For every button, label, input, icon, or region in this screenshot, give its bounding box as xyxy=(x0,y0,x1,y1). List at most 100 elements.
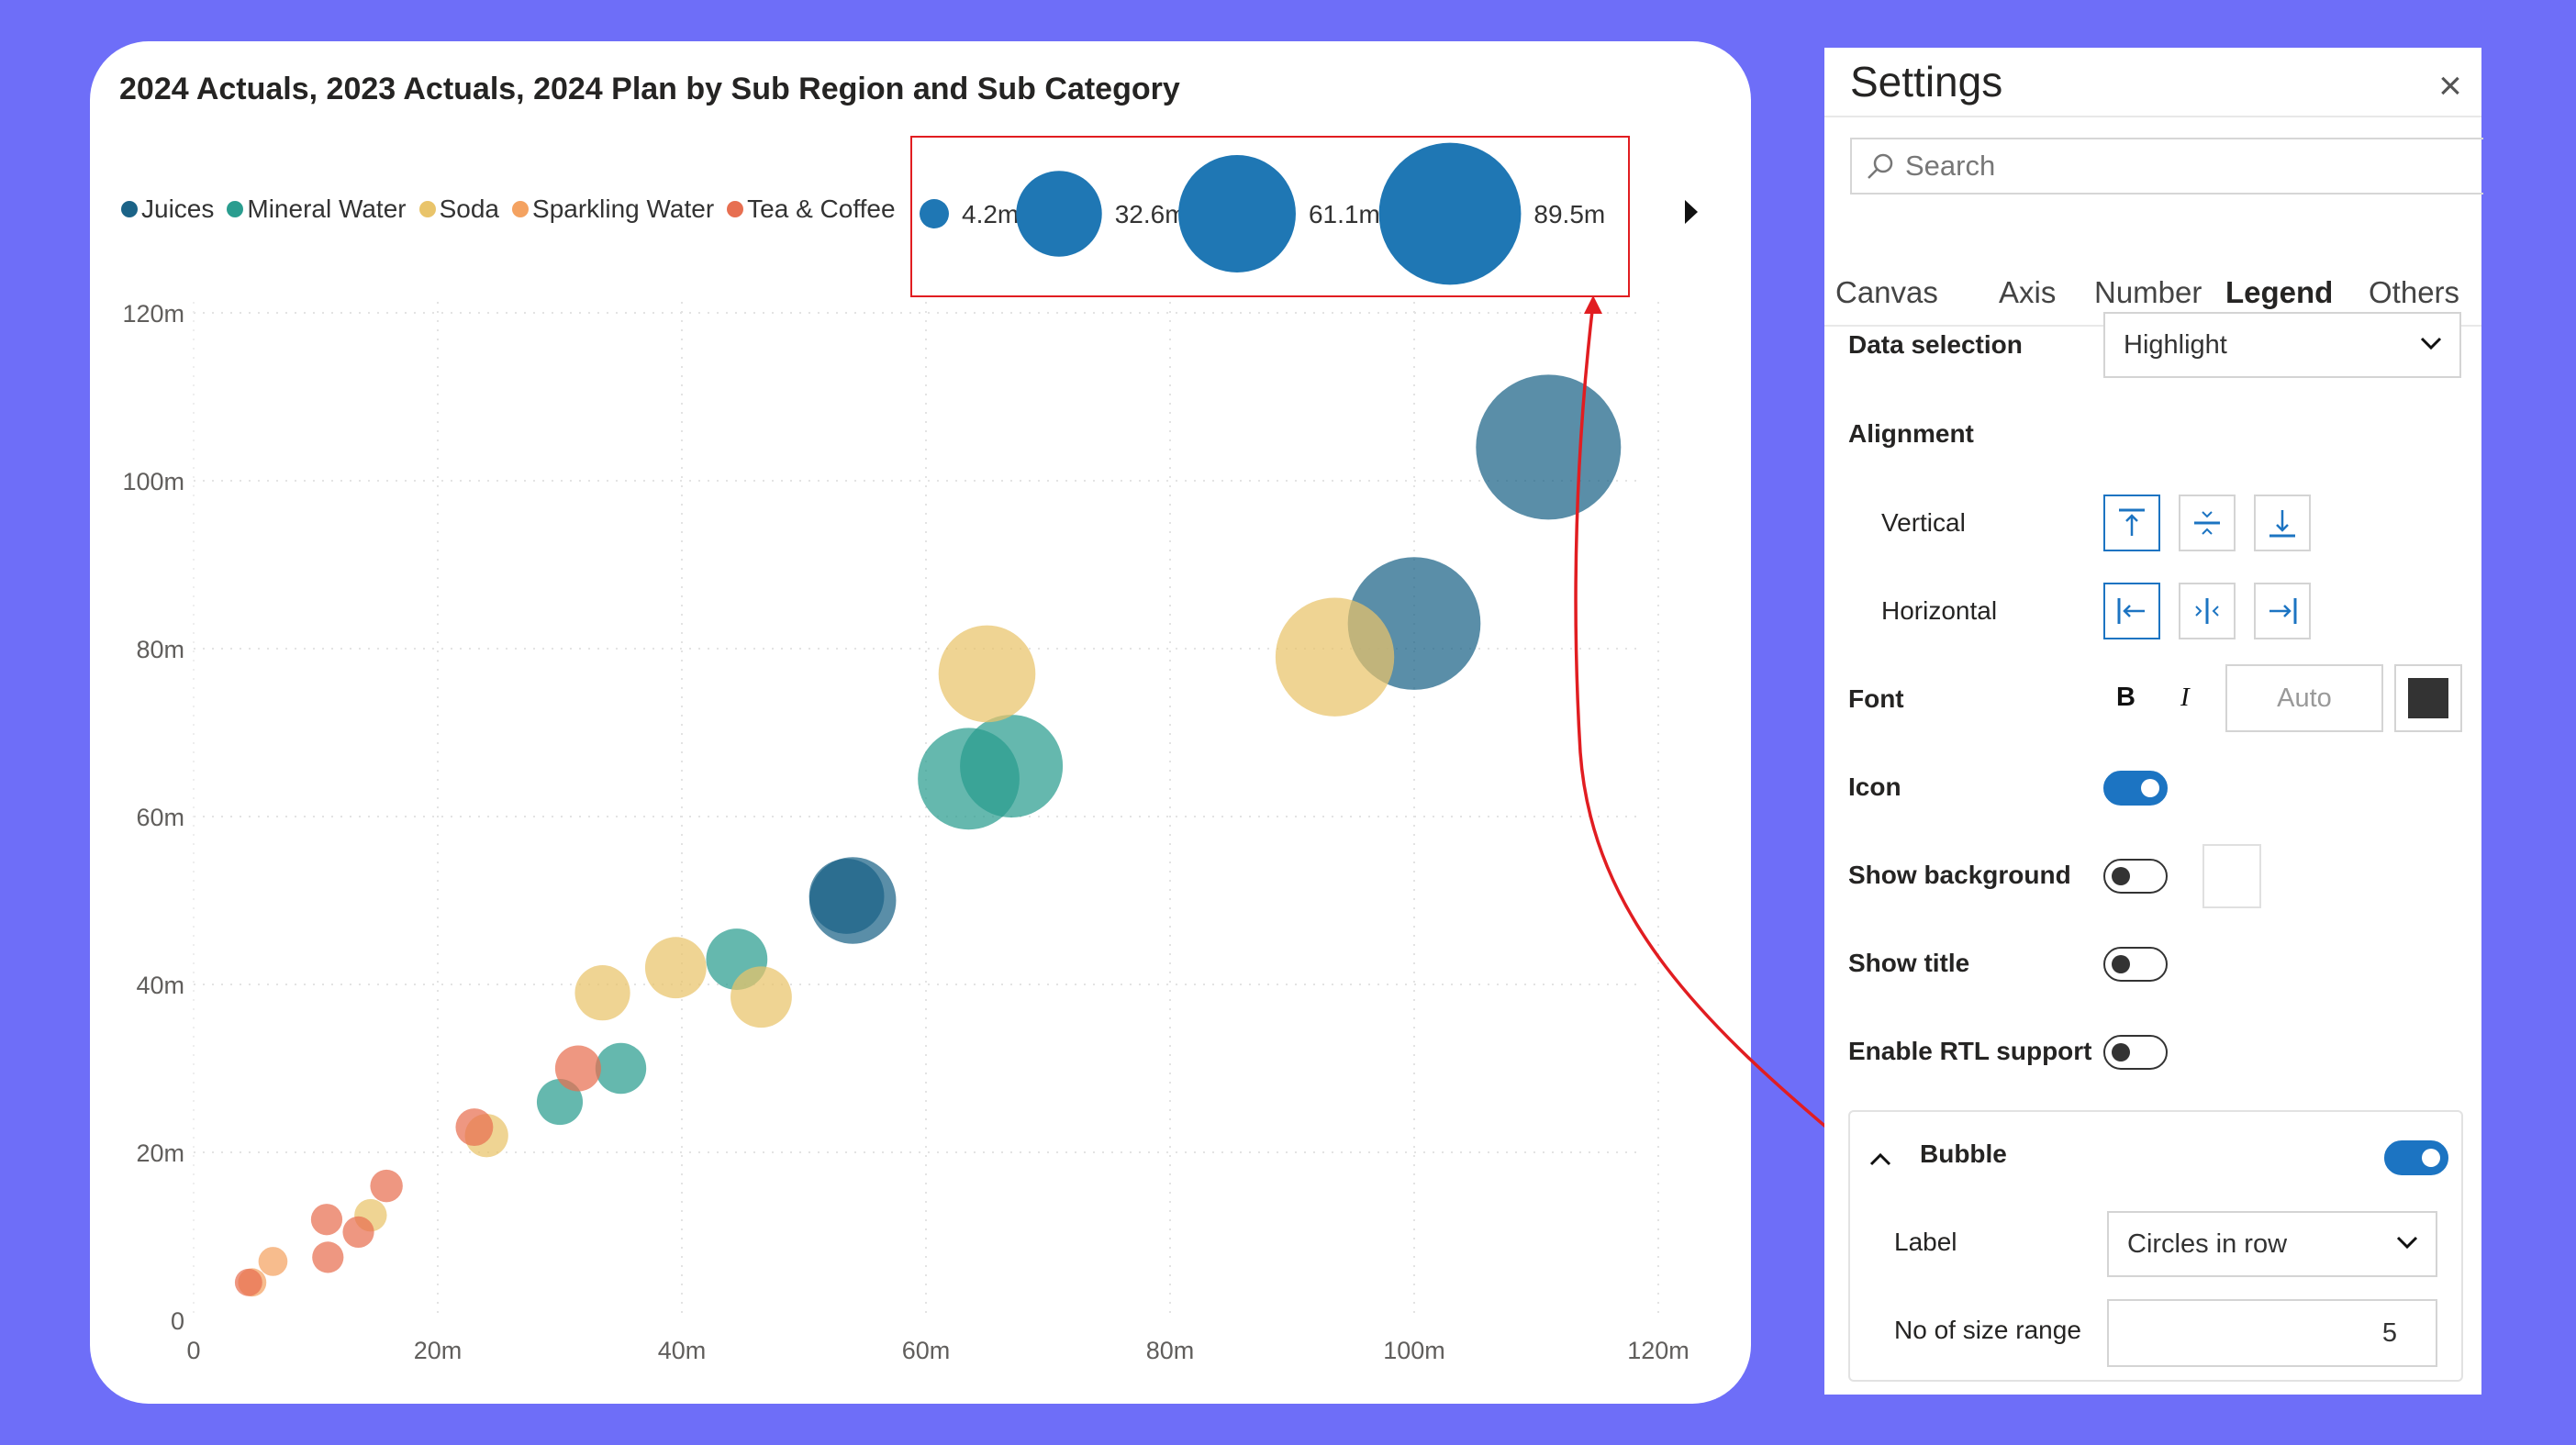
align-bottom-button[interactable] xyxy=(2254,495,2311,551)
x-tick-label: 40m xyxy=(658,1337,707,1364)
bubble-point xyxy=(1275,597,1395,717)
search-placeholder: Search xyxy=(1905,150,1996,182)
chevron-up-icon[interactable] xyxy=(1868,1150,1892,1167)
close-icon[interactable]: × xyxy=(2438,63,2462,108)
alignment-label: Alignment xyxy=(1848,419,1974,448)
italic-button[interactable]: I xyxy=(2180,683,2190,712)
bubble-point xyxy=(554,1045,602,1092)
align-left-button[interactable] xyxy=(2103,583,2160,639)
x-tick-label: 0 xyxy=(186,1337,200,1364)
callout-arrowhead xyxy=(1584,295,1602,314)
legend-dot xyxy=(121,201,138,217)
legend-label: Juices xyxy=(141,195,215,223)
chart-title: 2024 Actuals, 2023 Actuals, 2024 Plan by… xyxy=(119,72,1180,106)
label-label: Label xyxy=(1894,1228,1957,1256)
rtl-toggle[interactable] xyxy=(2103,1035,2168,1070)
tab-canvas[interactable]: Canvas xyxy=(1835,275,1938,309)
color-swatch xyxy=(2408,678,2448,718)
size-legend-bubble xyxy=(920,199,949,228)
bubble-point xyxy=(536,1079,584,1126)
tab-number[interactable]: Number xyxy=(2094,275,2202,309)
search-input[interactable]: Search xyxy=(1850,138,2483,195)
show-background-toggle[interactable] xyxy=(2103,859,2168,894)
align-middle-icon xyxy=(2194,511,2220,535)
size-legend-bubble xyxy=(1378,142,1522,285)
settings-title: Settings xyxy=(1850,58,2003,106)
label-value: Circles in row xyxy=(2127,1228,2288,1259)
bubble-toggle[interactable] xyxy=(2384,1140,2448,1175)
bubble-point xyxy=(918,728,1020,830)
callout-arrow xyxy=(1574,302,1849,1147)
size-range-label: No of size range xyxy=(1894,1316,2081,1344)
bubble-point xyxy=(312,1241,344,1273)
bubble-point xyxy=(938,625,1036,723)
font-size-input[interactable]: Auto xyxy=(2225,664,2383,732)
align-center-button[interactable] xyxy=(2179,583,2236,639)
x-tick-label: 60m xyxy=(902,1337,951,1364)
rtl-label: Enable RTL support xyxy=(1848,1037,2092,1065)
tab-others[interactable]: Others xyxy=(2369,275,2460,309)
icon-label: Icon xyxy=(1848,773,1901,801)
show-background-label: Show background xyxy=(1848,861,2071,889)
legend-item-tea-coffee[interactable]: Tea & Coffee xyxy=(727,195,896,224)
font-label: Font xyxy=(1848,684,1904,713)
background-color-picker[interactable] xyxy=(2202,844,2261,908)
font-color-picker[interactable] xyxy=(2394,664,2462,732)
vertical-label: Vertical xyxy=(1881,508,1966,537)
label-dropdown[interactable]: Circles in row xyxy=(2107,1211,2437,1277)
align-middle-button[interactable] xyxy=(2179,495,2236,551)
bubble-label: Bubble xyxy=(1920,1139,2007,1168)
bubble-point xyxy=(258,1247,288,1276)
y-tick-label: 120m xyxy=(122,300,184,328)
data-selection-dropdown[interactable]: Highlight xyxy=(2103,312,2461,378)
y-tick-label: 0 xyxy=(171,1307,184,1335)
align-top-icon xyxy=(2119,508,2145,536)
y-tick-label: 40m xyxy=(136,972,184,999)
show-title-toggle[interactable] xyxy=(2103,947,2168,982)
align-right-button[interactable] xyxy=(2254,583,2311,639)
align-right-icon xyxy=(2269,598,2297,624)
y-tick-label: 80m xyxy=(136,636,184,663)
bold-button[interactable]: B xyxy=(2116,683,2136,712)
legend-label: Sparkling Water xyxy=(532,195,715,223)
x-tick-label: 20m xyxy=(414,1337,463,1364)
size-legend-label: 32.6m xyxy=(1115,200,1187,228)
category-legend: Juices Mineral Water Soda Sparkling Water Te… xyxy=(121,195,909,231)
legend-next-arrow-icon[interactable] xyxy=(1685,200,1698,224)
align-bottom-icon xyxy=(2269,510,2295,538)
legend-dot xyxy=(727,201,744,217)
bubble-point xyxy=(574,965,630,1021)
size-range-input[interactable]: 5 xyxy=(2107,1299,2437,1367)
size-legend-label: 4.2m xyxy=(962,200,1019,228)
legend-item-juices[interactable]: Juices xyxy=(121,195,214,224)
settings-panel: Settings × Search Canvas Axis Number Leg… xyxy=(1824,48,2483,1395)
legend-item-mineral-water[interactable]: Mineral Water xyxy=(227,195,407,224)
y-tick-label: 60m xyxy=(136,804,184,831)
data-selection-label: Data selection xyxy=(1848,330,2023,359)
search-icon xyxy=(1868,153,1893,179)
bubble-point xyxy=(808,859,885,934)
size-range-value: 5 xyxy=(2381,1317,2397,1348)
bubble-point xyxy=(1476,374,1622,520)
font-size-value: Auto xyxy=(2277,683,2332,713)
align-top-button[interactable] xyxy=(2103,495,2160,551)
bubble-section xyxy=(1848,1110,2463,1382)
tab-legend[interactable]: Legend xyxy=(2225,275,2334,309)
icon-toggle[interactable] xyxy=(2103,771,2168,806)
size-legend-label: 61.1m xyxy=(1309,200,1380,228)
legend-dot xyxy=(227,201,244,217)
y-tick-label: 100m xyxy=(122,468,184,495)
legend-label: Soda xyxy=(439,195,500,223)
bubble-point xyxy=(644,937,707,999)
size-legend-label: 89.5m xyxy=(1533,200,1605,228)
tab-axis[interactable]: Axis xyxy=(1999,275,2057,309)
legend-item-soda[interactable]: Soda xyxy=(418,195,500,224)
show-title-label: Show title xyxy=(1848,949,1970,977)
legend-item-sparkling-water[interactable]: Sparkling Water xyxy=(512,195,714,224)
bubble-point xyxy=(310,1204,343,1236)
y-tick-label: 20m xyxy=(136,1139,184,1167)
legend-label: Mineral Water xyxy=(247,195,407,223)
bubble-point xyxy=(342,1216,374,1249)
bubble-point xyxy=(595,1042,647,1095)
